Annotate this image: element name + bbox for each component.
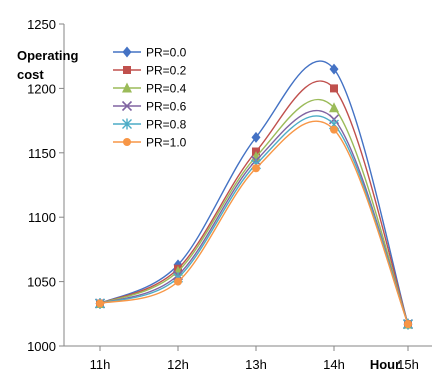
x-axis-ticks: 11h 12h 13h 14h 15h bbox=[90, 346, 419, 372]
legend-marker bbox=[122, 118, 132, 130]
data-point bbox=[251, 131, 261, 143]
y-tick-label: 1250 bbox=[27, 17, 56, 32]
legend-marker bbox=[121, 100, 133, 112]
legend-label: PR=0.0 bbox=[146, 46, 187, 60]
y-axis-title-line: Operating bbox=[17, 48, 78, 63]
legend-label: PR=0.4 bbox=[146, 82, 187, 96]
chart-legend: PR=0.0 PR=0.2 PR=0.4 PR=0.6 PR=0.8 PR=1.0 bbox=[113, 46, 187, 150]
legend-marker bbox=[122, 46, 132, 58]
legend-marker bbox=[123, 66, 131, 74]
legend-item: PR=0.6 bbox=[113, 100, 187, 114]
data-point bbox=[404, 320, 412, 329]
data-point bbox=[252, 164, 260, 173]
y-axis-title-line: cost bbox=[17, 67, 44, 82]
data-point bbox=[174, 277, 182, 286]
series-line bbox=[99, 60, 409, 325]
y-tick-label: 1200 bbox=[27, 81, 56, 96]
x-tick-label: 11h bbox=[90, 357, 111, 372]
y-tick-label: 1100 bbox=[28, 210, 56, 225]
x-tick-label: 14h bbox=[323, 357, 345, 372]
series-line bbox=[99, 99, 409, 325]
y-tick-label: 1150 bbox=[28, 146, 56, 161]
legend-label: PR=0.6 bbox=[146, 100, 187, 114]
data-point bbox=[330, 125, 338, 134]
data-point bbox=[330, 84, 338, 93]
data-point bbox=[96, 299, 104, 308]
y-axis-ticks: 1000 1050 1100 1150 1200 1250 bbox=[27, 17, 64, 354]
chart-axes bbox=[63, 24, 432, 347]
data-point bbox=[329, 63, 339, 75]
x-tick-label: 13h bbox=[245, 357, 267, 372]
y-axis-title: Operating cost bbox=[17, 48, 78, 82]
legend-item: PR=0.4 bbox=[113, 82, 187, 96]
x-tick-label: 15h bbox=[397, 357, 419, 372]
chart-series bbox=[94, 60, 414, 330]
series-line bbox=[99, 80, 409, 325]
y-tick-label: 1000 bbox=[27, 339, 56, 354]
legend-label: PR=1.0 bbox=[146, 136, 187, 150]
legend-item: PR=0.2 bbox=[113, 64, 187, 78]
legend-item: PR=0.8 bbox=[113, 118, 187, 132]
series-pr-0-0 bbox=[95, 60, 413, 330]
legend-label: PR=0.2 bbox=[146, 64, 187, 78]
x-tick-label: 12h bbox=[167, 357, 189, 372]
legend-marker bbox=[122, 82, 132, 93]
legend-marker bbox=[123, 138, 131, 146]
legend-item: PR=0.0 bbox=[113, 46, 187, 60]
x-axis-title: Hour bbox=[370, 357, 400, 372]
series-pr-1-0 bbox=[96, 120, 412, 329]
legend-label: PR=0.8 bbox=[146, 118, 187, 132]
series-line bbox=[99, 115, 409, 325]
series-line bbox=[99, 120, 409, 325]
legend-item: PR=1.0 bbox=[113, 136, 187, 150]
y-tick-label: 1050 bbox=[27, 275, 56, 290]
series-line bbox=[99, 109, 409, 325]
data-point bbox=[329, 102, 339, 113]
